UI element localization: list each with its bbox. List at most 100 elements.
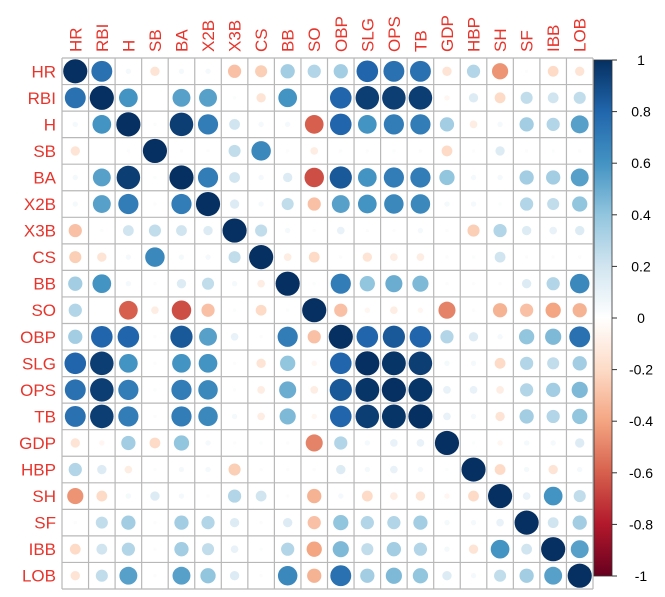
corr-circle-GDP-OBP [334, 436, 348, 450]
corr-circle-LOB-BA [172, 566, 191, 585]
corr-circle-H-TB [410, 114, 431, 135]
corr-circle-HR-X2B [205, 68, 211, 74]
color-bar-tick-label: -0.4 [629, 413, 653, 429]
corr-circle-SF-X2B [201, 516, 215, 530]
corr-circle-SF-SLG [360, 516, 374, 530]
corr-circle-SB-SH [495, 146, 505, 156]
corr-circle-SB-SB [142, 138, 168, 164]
corr-circle-H-BB [284, 121, 291, 128]
corr-circle-H-SF [519, 117, 534, 132]
corr-circle-CS-SF [524, 255, 529, 259]
corr-circle-IBB-SH [490, 539, 510, 559]
corr-circle-CS-BA [178, 254, 185, 260]
corr-circle-GDP-BA [173, 435, 190, 451]
row-label-BB: BB [33, 275, 56, 294]
corr-circle-HR-OPS [383, 60, 405, 82]
col-label-SB: SB [146, 29, 165, 52]
corr-circle-SLG-HBP [470, 360, 477, 367]
corr-circle-H-SO [304, 115, 324, 134]
corr-circle-OBP-OBP [328, 324, 353, 349]
corr-circle-IBB-BA [174, 542, 189, 557]
corr-circle-SO-H [119, 300, 138, 320]
corr-circle-OPS-GDP [443, 386, 451, 394]
corr-circle-X2B-IBB [547, 197, 560, 211]
corr-circle-BA-IBB [546, 170, 561, 185]
col-label-OPS: OPS [385, 16, 404, 52]
corr-circle-BA-LOB [570, 168, 589, 187]
corr-circle-SH-SF [522, 492, 531, 500]
corr-circle-LOB-OPS [385, 567, 402, 584]
corr-circle-LOB-CS [259, 574, 263, 578]
corr-circle-HBP-SO [312, 467, 316, 472]
col-label-CS: CS [252, 28, 271, 52]
corr-circle-OBP-H [117, 325, 140, 348]
corr-circle-SB-SF [524, 149, 529, 153]
corr-circle-BB-SO [312, 281, 316, 286]
corr-circle-HR-LOB [575, 66, 585, 76]
corr-circle-BA-BB [282, 172, 293, 183]
corr-circle-HR-SLG [356, 60, 379, 83]
corr-circle-SF-CS [259, 520, 263, 525]
corr-circle-X2B-SLG [357, 194, 377, 214]
corr-circle-TB-LOB [572, 408, 588, 425]
corr-circle-HR-SH [491, 63, 509, 80]
corr-circle-CS-RBI [97, 252, 107, 262]
corr-circle-H-OBP [329, 113, 352, 136]
corr-circle-SH-X2B [206, 494, 210, 498]
corr-circle-X2B-HR [72, 201, 78, 207]
corr-circle-H-X3B [229, 118, 240, 130]
corr-circle-LOB-HBP [470, 573, 477, 579]
corr-circle-SF-HR [73, 520, 77, 525]
corr-circle-HR-GDP [442, 66, 452, 76]
col-label-RBI: RBI [93, 24, 112, 52]
corr-circle-OBP-HBP [468, 332, 479, 342]
corr-circle-IBB-SLG [361, 543, 374, 556]
corr-circle-OPS-OBP [329, 378, 352, 402]
corr-circle-OPS-BA [171, 379, 192, 400]
corr-circle-X2B-HBP [470, 201, 477, 207]
corr-circle-SF-SF [514, 510, 539, 535]
corr-circle-LOB-SLG [360, 568, 375, 583]
corr-circle-OPS-SF [520, 383, 534, 397]
corr-circle-GDP-SF [523, 440, 530, 446]
corr-circle-SF-BB [282, 517, 293, 528]
corr-circle-OBP-X2B [199, 327, 217, 346]
corr-circle-OPS-X2B [198, 380, 218, 400]
corr-circle-RBI-OBP [329, 87, 352, 109]
corr-circle-OBP-BB [277, 326, 298, 347]
corr-circle-SLG-OBP [329, 352, 352, 375]
corr-circle-X2B-RBI [92, 195, 111, 213]
corr-circle-H-HR [72, 121, 78, 128]
corr-circle-HR-BB [280, 64, 295, 79]
corr-circle-IBB-GDP [444, 546, 450, 552]
corr-circle-HBP-SH [494, 464, 506, 475]
col-label-IBB: IBB [544, 25, 563, 52]
corr-circle-BB-GDP [445, 281, 449, 286]
corr-circle-CS-HR [69, 251, 82, 264]
row-label-X3B: X3B [24, 222, 56, 241]
row-label-X2B: X2B [24, 195, 56, 214]
corr-circle-X3B-TB [417, 227, 424, 234]
corr-circle-SO-CS [255, 304, 267, 316]
corr-circle-OBP-GDP [440, 330, 454, 344]
corr-circle-X3B-X3B [222, 218, 247, 243]
corr-circle-SF-IBB [547, 517, 559, 529]
corr-circle-CS-CS [249, 245, 274, 270]
corr-circle-H-BA [169, 112, 194, 137]
corr-circle-CS-HBP [471, 255, 476, 259]
corr-circle-RBI-LOB [573, 91, 586, 104]
corr-circle-X3B-OBP [336, 226, 345, 235]
corr-circle-BA-SO [304, 167, 324, 188]
corr-circle-H-SB [153, 122, 157, 127]
corr-circle-SLG-X2B [198, 353, 218, 373]
corr-circle-BB-CS [257, 279, 265, 288]
corr-circle-LOB-H [119, 566, 138, 585]
corr-circle-TB-CS [257, 412, 265, 421]
corr-circle-TB-H [118, 406, 139, 427]
row-label-SB: SB [33, 142, 56, 161]
corr-circle-OBP-X3B [230, 332, 239, 341]
corr-circle-HR-SB [150, 66, 160, 76]
corr-circle-SF-TB [413, 515, 428, 530]
corr-circle-RBI-X2B [199, 88, 217, 107]
